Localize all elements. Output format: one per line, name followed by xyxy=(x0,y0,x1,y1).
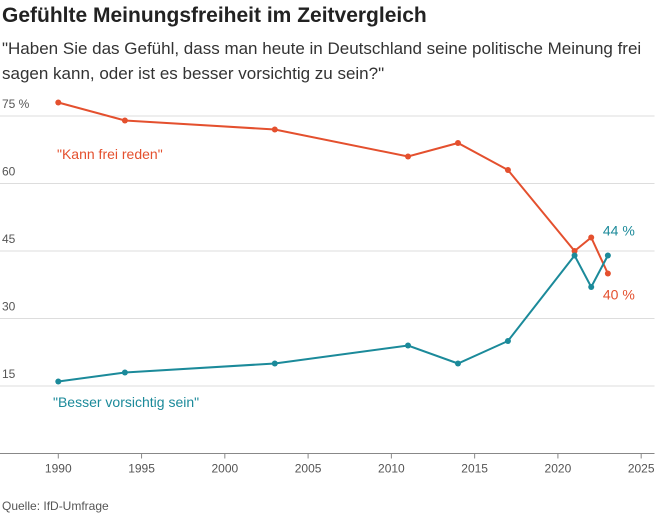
x-tick-label: 2025 xyxy=(628,462,655,476)
x-tick-label: 1990 xyxy=(45,462,72,476)
point xyxy=(121,369,128,376)
point xyxy=(504,167,511,173)
y-tick-label: 60 xyxy=(2,165,16,179)
point xyxy=(604,252,611,259)
point xyxy=(504,338,511,344)
point xyxy=(454,360,461,367)
series-label: "Besser vorsichtig sein" xyxy=(53,394,199,410)
point xyxy=(405,342,412,349)
point xyxy=(271,126,278,133)
y-tick-label: 75 % xyxy=(2,97,30,111)
point xyxy=(405,153,412,160)
y-tick-label: 30 xyxy=(2,300,16,314)
point xyxy=(454,140,461,146)
point xyxy=(121,117,128,124)
x-tick-label: 2000 xyxy=(211,462,238,476)
point xyxy=(571,252,578,259)
point xyxy=(588,284,595,290)
point xyxy=(571,248,578,254)
point xyxy=(604,270,611,277)
x-tick-label: 2005 xyxy=(295,462,322,476)
point xyxy=(55,99,62,106)
chart-subtitle: "Haben Sie das Gefühl, dass man heute in… xyxy=(2,39,642,83)
x-tick-label: 2015 xyxy=(461,462,488,476)
chart-title: Gefühlte Meinungsfreiheit im Zeitverglei… xyxy=(2,4,427,27)
x-tick-label: 2020 xyxy=(545,462,572,476)
point xyxy=(588,234,595,241)
x-tick-label: 1995 xyxy=(128,462,155,476)
y-tick-label: 15 xyxy=(2,367,16,381)
y-tick-label: 45 xyxy=(2,232,16,246)
source: Quelle: IfD-Umfrage xyxy=(2,499,109,513)
end-label: 44 % xyxy=(603,223,635,239)
point xyxy=(271,360,278,367)
series-label: "Kann frei reden" xyxy=(57,146,163,162)
x-tick-label: 2010 xyxy=(378,462,405,476)
series-line xyxy=(58,101,609,274)
end-label: 40 % xyxy=(603,287,635,303)
point xyxy=(55,378,62,385)
